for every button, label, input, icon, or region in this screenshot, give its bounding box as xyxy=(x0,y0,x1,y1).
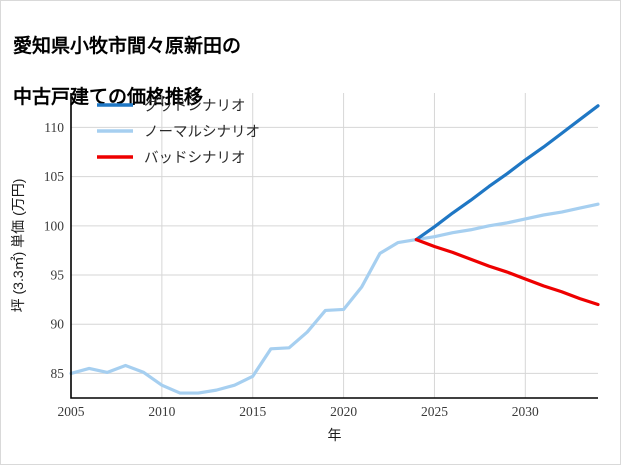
y-tick-label-110: 110 xyxy=(44,120,64,135)
x-axis-tick-labels: 2005 2010 2015 2020 2025 2030 xyxy=(58,404,540,419)
series-line-bad xyxy=(414,238,600,307)
legend-entry-good: グッドシナリオ xyxy=(97,98,246,115)
x-tick-label-2010: 2010 xyxy=(148,404,175,419)
y-tick-label-100: 100 xyxy=(44,218,65,233)
y-tick-label-90: 90 xyxy=(51,317,65,332)
legend-label-normal: ノーマルシナリオ xyxy=(144,125,260,141)
series-line-normal xyxy=(69,202,600,395)
legend-entry-normal: ノーマルシナリオ xyxy=(97,125,260,141)
title-line-2: 中古戸建ての価格推移 xyxy=(13,87,204,109)
y-axis-tick-labels: 85 90 95 100 105 110 xyxy=(44,120,65,381)
y-tick-label-85: 85 xyxy=(51,366,65,381)
x-tick-label-2025: 2025 xyxy=(421,404,448,419)
axis-spines xyxy=(70,93,598,399)
x-tick-label-2015: 2015 xyxy=(239,404,266,419)
x-tick-label-2005: 2005 xyxy=(58,404,85,419)
title-line-1: 愛知県小牧市間々原新田の xyxy=(13,36,242,58)
x-axis-title: 年 xyxy=(328,427,342,443)
x-tick-label-2030: 2030 xyxy=(512,404,539,419)
page-title: 愛知県小牧市間々原新田の 中古戸建ての価格推移 xyxy=(13,9,573,111)
series-line-good xyxy=(414,104,600,242)
legend-entry-bad: バッドシナリオ xyxy=(97,151,246,167)
y-tick-label-105: 105 xyxy=(44,169,65,184)
axis-spine-left-bottom xyxy=(70,93,598,399)
legend-label-bad: バッドシナリオ xyxy=(144,151,246,167)
axis-titles: 年 坪 (3.3㎡) 単価 (万円) xyxy=(10,179,342,443)
x-tick-label-2020: 2020 xyxy=(330,404,357,419)
legend-label-good: グッドシナリオ xyxy=(144,98,246,115)
y-axis-title: 坪 (3.3㎡) 単価 (万円) xyxy=(10,179,26,313)
y-tick-label-95: 95 xyxy=(51,268,65,283)
series-lines xyxy=(69,104,600,395)
